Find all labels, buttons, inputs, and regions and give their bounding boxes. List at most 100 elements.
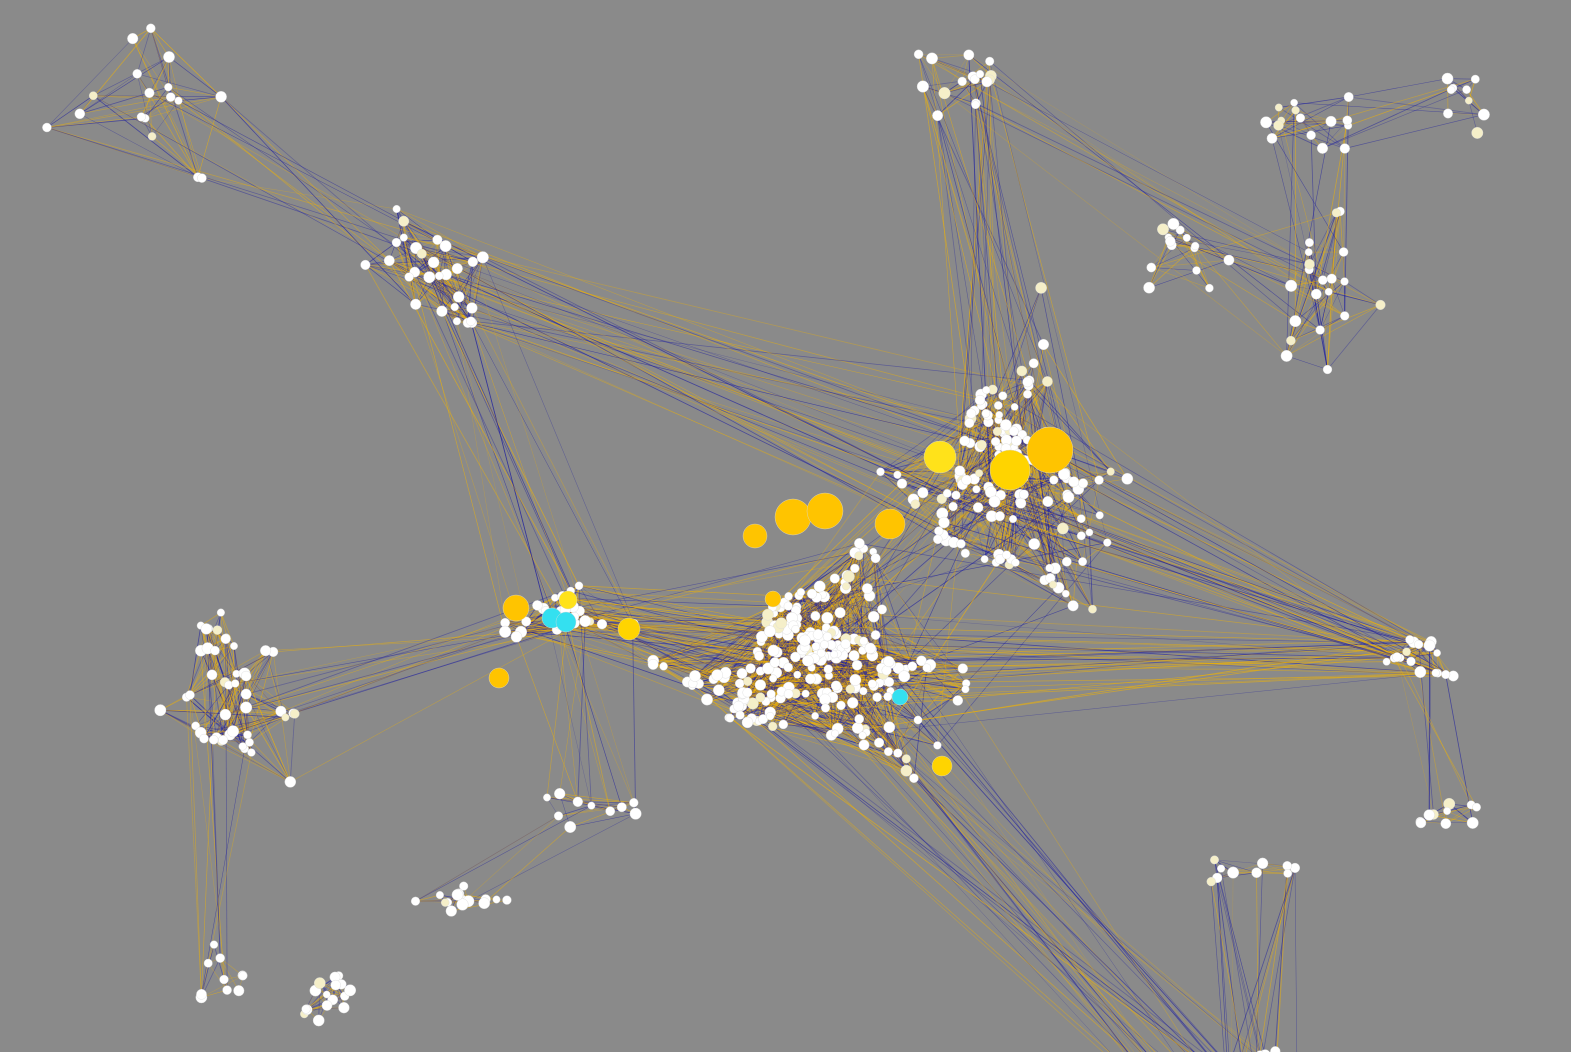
graph-node[interactable] xyxy=(145,88,155,98)
graph-node[interactable] xyxy=(435,272,443,280)
graph-node[interactable] xyxy=(1447,86,1455,94)
graph-node[interactable] xyxy=(1332,209,1341,218)
graph-node[interactable] xyxy=(842,583,850,591)
graph-node[interactable] xyxy=(1122,473,1133,484)
graph-node[interactable] xyxy=(1168,218,1179,229)
graph-node[interactable] xyxy=(1183,234,1191,242)
graph-node[interactable] xyxy=(847,697,858,708)
graph-node[interactable] xyxy=(1292,106,1300,114)
graph-node[interactable] xyxy=(499,626,511,638)
graph-node[interactable] xyxy=(573,797,583,807)
graph-node[interactable] xyxy=(943,489,951,497)
graph-node[interactable] xyxy=(835,607,846,618)
graph-node[interactable] xyxy=(1068,601,1079,612)
graph-node[interactable] xyxy=(588,802,595,809)
graph-node[interactable] xyxy=(733,701,743,711)
graph-node[interactable] xyxy=(765,591,781,607)
graph-node[interactable] xyxy=(75,109,85,119)
graph-node[interactable] xyxy=(137,113,146,122)
graph-node[interactable] xyxy=(689,670,700,681)
graph-node[interactable] xyxy=(453,317,461,325)
graph-node[interactable] xyxy=(234,985,245,996)
graph-node[interactable] xyxy=(213,626,222,635)
graph-node[interactable] xyxy=(1285,280,1297,292)
graph-node[interactable] xyxy=(902,755,911,764)
graph-node[interactable] xyxy=(1432,669,1440,677)
graph-node[interactable] xyxy=(210,941,218,949)
graph-node[interactable] xyxy=(821,704,830,713)
graph-node[interactable] xyxy=(575,582,583,590)
graph-node[interactable] xyxy=(1463,86,1471,94)
graph-node[interactable] xyxy=(1224,255,1234,265)
graph-node[interactable] xyxy=(1077,532,1085,540)
graph-node[interactable] xyxy=(175,97,183,105)
graph-node[interactable] xyxy=(1012,559,1020,567)
graph-node[interactable] xyxy=(1011,403,1018,410)
graph-node[interactable] xyxy=(779,720,788,729)
graph-node[interactable] xyxy=(892,689,908,705)
graph-node[interactable] xyxy=(411,897,420,906)
graph-node[interactable] xyxy=(746,664,756,674)
graph-node[interactable] xyxy=(735,679,744,688)
graph-node[interactable] xyxy=(1029,538,1040,549)
graph-node[interactable] xyxy=(260,645,271,656)
graph-node[interactable] xyxy=(841,639,851,649)
graph-node[interactable] xyxy=(1415,666,1426,677)
graph-node[interactable] xyxy=(862,583,872,593)
graph-node[interactable] xyxy=(1069,477,1079,487)
graph-node[interactable] xyxy=(785,592,793,600)
graph-node[interactable] xyxy=(860,637,868,645)
graph-node[interactable] xyxy=(989,496,1000,507)
graph-node[interactable] xyxy=(479,898,490,909)
graph-node[interactable] xyxy=(754,651,763,660)
graph-node[interactable] xyxy=(849,650,860,661)
graph-node[interactable] xyxy=(926,53,937,64)
graph-node[interactable] xyxy=(1296,114,1305,123)
graph-node[interactable] xyxy=(554,788,565,799)
graph-node[interactable] xyxy=(220,975,229,984)
graph-node[interactable] xyxy=(1252,868,1262,878)
graph-node[interactable] xyxy=(884,747,892,755)
graph-node[interactable] xyxy=(962,685,970,693)
graph-node[interactable] xyxy=(1286,336,1295,345)
graph-node[interactable] xyxy=(854,538,864,548)
graph-node[interactable] xyxy=(811,611,820,620)
graph-node[interactable] xyxy=(148,132,156,140)
graph-node[interactable] xyxy=(231,680,239,688)
graph-node[interactable] xyxy=(1029,359,1038,368)
graph-node[interactable] xyxy=(1290,315,1301,326)
graph-node[interactable] xyxy=(239,972,248,981)
graph-node[interactable] xyxy=(1326,116,1337,127)
graph-node[interactable] xyxy=(1260,117,1271,128)
graph-node[interactable] xyxy=(932,110,942,120)
graph-node[interactable] xyxy=(1343,116,1352,125)
graph-node[interactable] xyxy=(1257,858,1268,869)
graph-node[interactable] xyxy=(1210,856,1218,864)
graph-node[interactable] xyxy=(958,77,967,86)
graph-node[interactable] xyxy=(797,588,805,596)
graph-node[interactable] xyxy=(155,705,166,716)
graph-node[interactable] xyxy=(220,709,231,720)
graph-node[interactable] xyxy=(982,409,990,417)
graph-node[interactable] xyxy=(962,475,972,485)
graph-node[interactable] xyxy=(960,436,970,446)
graph-node[interactable] xyxy=(981,555,988,562)
graph-node[interactable] xyxy=(1311,289,1321,299)
graph-node[interactable] xyxy=(282,714,289,721)
graph-node[interactable] xyxy=(712,670,723,681)
graph-node[interactable] xyxy=(820,640,828,648)
graph-node[interactable] xyxy=(953,696,963,706)
graph-node[interactable] xyxy=(1340,144,1350,154)
graph-node[interactable] xyxy=(466,317,475,326)
graph-node[interactable] xyxy=(243,731,251,739)
graph-node[interactable] xyxy=(1305,259,1315,269)
graph-node[interactable] xyxy=(994,401,1002,409)
graph-node[interactable] xyxy=(166,93,175,102)
graph-node[interactable] xyxy=(410,299,421,310)
graph-node[interactable] xyxy=(1062,557,1071,566)
graph-node[interactable] xyxy=(1341,278,1349,286)
graph-node[interactable] xyxy=(204,959,212,967)
graph-node[interactable] xyxy=(1107,468,1115,476)
graph-node[interactable] xyxy=(1403,648,1411,656)
graph-node[interactable] xyxy=(955,466,965,476)
